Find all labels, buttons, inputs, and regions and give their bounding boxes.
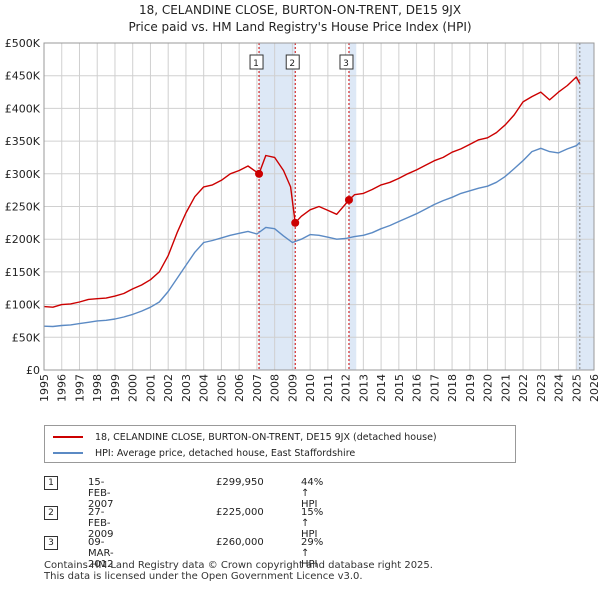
- y-tick-label: £100K: [5, 299, 41, 312]
- x-tick-label: 2000: [127, 374, 140, 402]
- marker-box: [249, 54, 264, 70]
- x-tick-label: 2009: [286, 374, 299, 402]
- x-tick-label: 2019: [464, 374, 477, 402]
- sale-hpi-change: 15% ↑ HPI: [301, 507, 324, 540]
- y-tick-label: £50K: [12, 331, 41, 344]
- x-tick-label: 2005: [215, 374, 228, 402]
- y-tick-label: £150K: [5, 266, 41, 279]
- property-line-swatch: [53, 436, 83, 438]
- x-tick-label: 1997: [73, 374, 86, 402]
- sale-point: [344, 195, 353, 204]
- sale-point: [255, 169, 264, 178]
- x-tick-label: 2016: [411, 374, 424, 402]
- x-tick-label: 2018: [446, 374, 459, 402]
- x-tick-label: 2013: [357, 374, 370, 402]
- x-tick-label: 2024: [553, 374, 566, 402]
- footer-licence: This data is licensed under the Open Gov…: [44, 571, 363, 582]
- x-tick-label: 2012: [340, 374, 353, 402]
- legend-item-property: 18, CELANDINE CLOSE, BURTON-ON-TRENT, DE…: [53, 430, 437, 444]
- legend-property-label: 18, CELANDINE CLOSE, BURTON-ON-TRENT, DE…: [95, 431, 437, 443]
- marker-box: [285, 54, 300, 70]
- x-tick-label: 2023: [535, 374, 548, 402]
- x-tick-label: 1995: [38, 374, 51, 402]
- y-tick-label: £350K: [5, 135, 41, 148]
- footer-copyright: Contains HM Land Registry data © Crown c…: [44, 560, 433, 571]
- x-tick-label: 2014: [375, 374, 388, 402]
- x-tick-label: 2020: [482, 374, 495, 402]
- y-tick-label: £500K: [5, 37, 41, 50]
- x-tick-label: 2007: [251, 374, 264, 402]
- footer: Contains HM Land Registry data © Crown c…: [44, 560, 433, 582]
- x-tick-label: 2003: [180, 374, 193, 402]
- x-tick-label: 2004: [198, 374, 211, 402]
- sale-point: [291, 218, 300, 227]
- x-tick-label: 2002: [162, 374, 175, 402]
- chart-legend: 18, CELANDINE CLOSE, BURTON-ON-TRENT, DE…: [44, 425, 516, 463]
- y-tick-label: £450K: [5, 70, 41, 83]
- sale-badge: 1: [44, 476, 58, 490]
- x-tick-label: 2001: [144, 374, 157, 402]
- sale-date: 09-MAR-2012: [88, 537, 114, 570]
- x-tick-label: 2022: [517, 374, 530, 402]
- sale-date: 27-FEB-2009: [88, 507, 114, 540]
- sale-price: £299,950: [216, 477, 264, 488]
- sale-badge: 2: [44, 506, 58, 520]
- sale-hpi-change: 44% ↑ HPI: [301, 477, 324, 510]
- sale-price: £225,000: [216, 507, 264, 518]
- marker-label: 2: [289, 59, 295, 69]
- chart-title-line2: Price paid vs. HM Land Registry's House …: [128, 20, 472, 34]
- x-tick-label: 2010: [304, 374, 317, 402]
- marker-box: [339, 54, 354, 70]
- x-tick-label: 2017: [428, 374, 441, 402]
- y-tick-label: £300K: [5, 168, 41, 181]
- hpi-line-swatch: [53, 452, 83, 454]
- sale-date: 15-FEB-2007: [88, 477, 114, 510]
- plot-frame: [43, 42, 595, 371]
- sale-price: £260,000: [216, 537, 264, 548]
- x-tick-label: 1998: [91, 374, 104, 402]
- x-tick-label: 2008: [269, 374, 282, 402]
- y-tick-label: £0: [26, 364, 40, 377]
- x-tick-label: 2006: [233, 374, 246, 402]
- y-tick-label: £400K: [5, 102, 41, 115]
- x-tick-label: 2021: [499, 374, 512, 402]
- property-price-line: [43, 76, 581, 308]
- x-tick-label: 2011: [322, 374, 335, 402]
- chart-title-line1: 18, CELANDINE CLOSE, BURTON-ON-TRENT, DE…: [138, 3, 462, 17]
- sale-badge: 3: [44, 536, 58, 550]
- sale-hpi-change: 29% ↑ HPI: [301, 537, 324, 570]
- y-tick-label: £250K: [5, 201, 41, 214]
- x-tick-label: 2015: [393, 374, 406, 402]
- legend-item-hpi: HPI: Average price, detached house, East…: [53, 446, 355, 460]
- x-tick-label: 2026: [588, 374, 600, 402]
- x-tick-label: 2025: [570, 374, 583, 402]
- x-tick-label: 1999: [109, 374, 122, 402]
- x-tick-label: 1996: [56, 374, 69, 402]
- y-tick-label: £200K: [5, 233, 41, 246]
- marker-label: 1: [253, 59, 259, 69]
- legend-hpi-label: HPI: Average price, detached house, East…: [95, 447, 356, 459]
- hpi-line: [43, 141, 581, 328]
- marker-label: 3: [343, 59, 349, 69]
